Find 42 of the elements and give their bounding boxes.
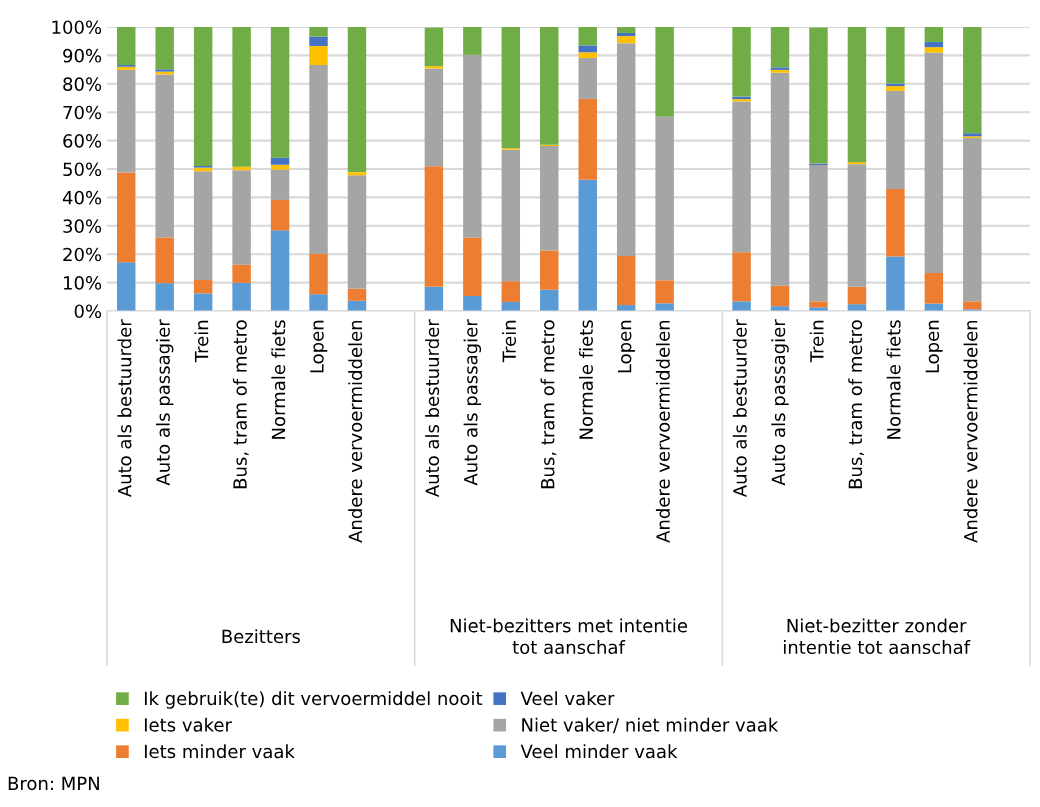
x-tick-label: Auto als passagier (771, 319, 789, 486)
y-tick-label: 100% (52, 20, 102, 35)
x-tick-label: Bus, tram of metro (232, 320, 249, 489)
x-tick-label: Andere vervoermiddelen (655, 320, 670, 543)
y-tick-label: 0% (74, 304, 102, 319)
x-tick-label: Trein (502, 320, 517, 363)
y-tick-label: 50% (63, 162, 102, 177)
x-tick-label: Normale fiets (578, 320, 593, 439)
x-tick-label: Bus, tram of metro (848, 320, 865, 489)
x-tick-label: Lopen (618, 320, 635, 373)
x-tick-label: Lopen (925, 320, 943, 373)
x-tick-label: Lopen (310, 320, 328, 373)
legend-label: Veel minder vaak (520, 744, 678, 759)
y-tick-label: 10% (63, 276, 102, 290)
y-tick-label: 70% (63, 105, 102, 120)
y-tick-label: 20% (63, 247, 102, 262)
y-tick-label: 80% (63, 77, 102, 91)
x-tick-label: Auto als bestuurder (732, 319, 747, 498)
x-tick-label: Normale fiets (886, 320, 901, 439)
x-tick-label: Bus, tram of metro (540, 320, 557, 489)
text: Niet-bezitter zonder intentie tot aanschaf (784, 618, 971, 655)
text: Niet-bezitters met intentie tot aanschaf (450, 618, 688, 655)
x-tick-label: Auto als passagier (155, 319, 174, 486)
x-tick-label: Normale fiets (271, 320, 286, 439)
legend-label: Ik gebruik(te) dit vervoermiddel nooit (144, 691, 483, 709)
x-tick-label: Andere vervoermiddelen (963, 320, 978, 543)
y-tick-label: 40% (62, 190, 102, 205)
legend-label: Iets minder vaak (144, 744, 295, 759)
legend-label: Veel vaker (520, 691, 615, 706)
legend-label: Niet vaker/ niet minder vaak (522, 717, 779, 734)
y-tick-label: 60% (63, 134, 102, 148)
y-tick-label: 30% (63, 219, 102, 233)
text: Bron: MPN (8, 776, 99, 791)
text: Bezitters (222, 629, 300, 644)
x-tick-label: Auto als passagier (463, 319, 482, 486)
x-tick-label: Auto als bestuurder (117, 319, 132, 498)
x-tick-label: Auto als bestuurder (425, 319, 440, 498)
y-tick-label: 90% (63, 48, 102, 63)
x-tick-label: Trein (194, 320, 209, 363)
x-tick-label: Trein (809, 320, 824, 363)
legend-label: Iets vaker (144, 717, 232, 732)
x-tick-label: Andere vervoermiddelen (348, 320, 363, 543)
